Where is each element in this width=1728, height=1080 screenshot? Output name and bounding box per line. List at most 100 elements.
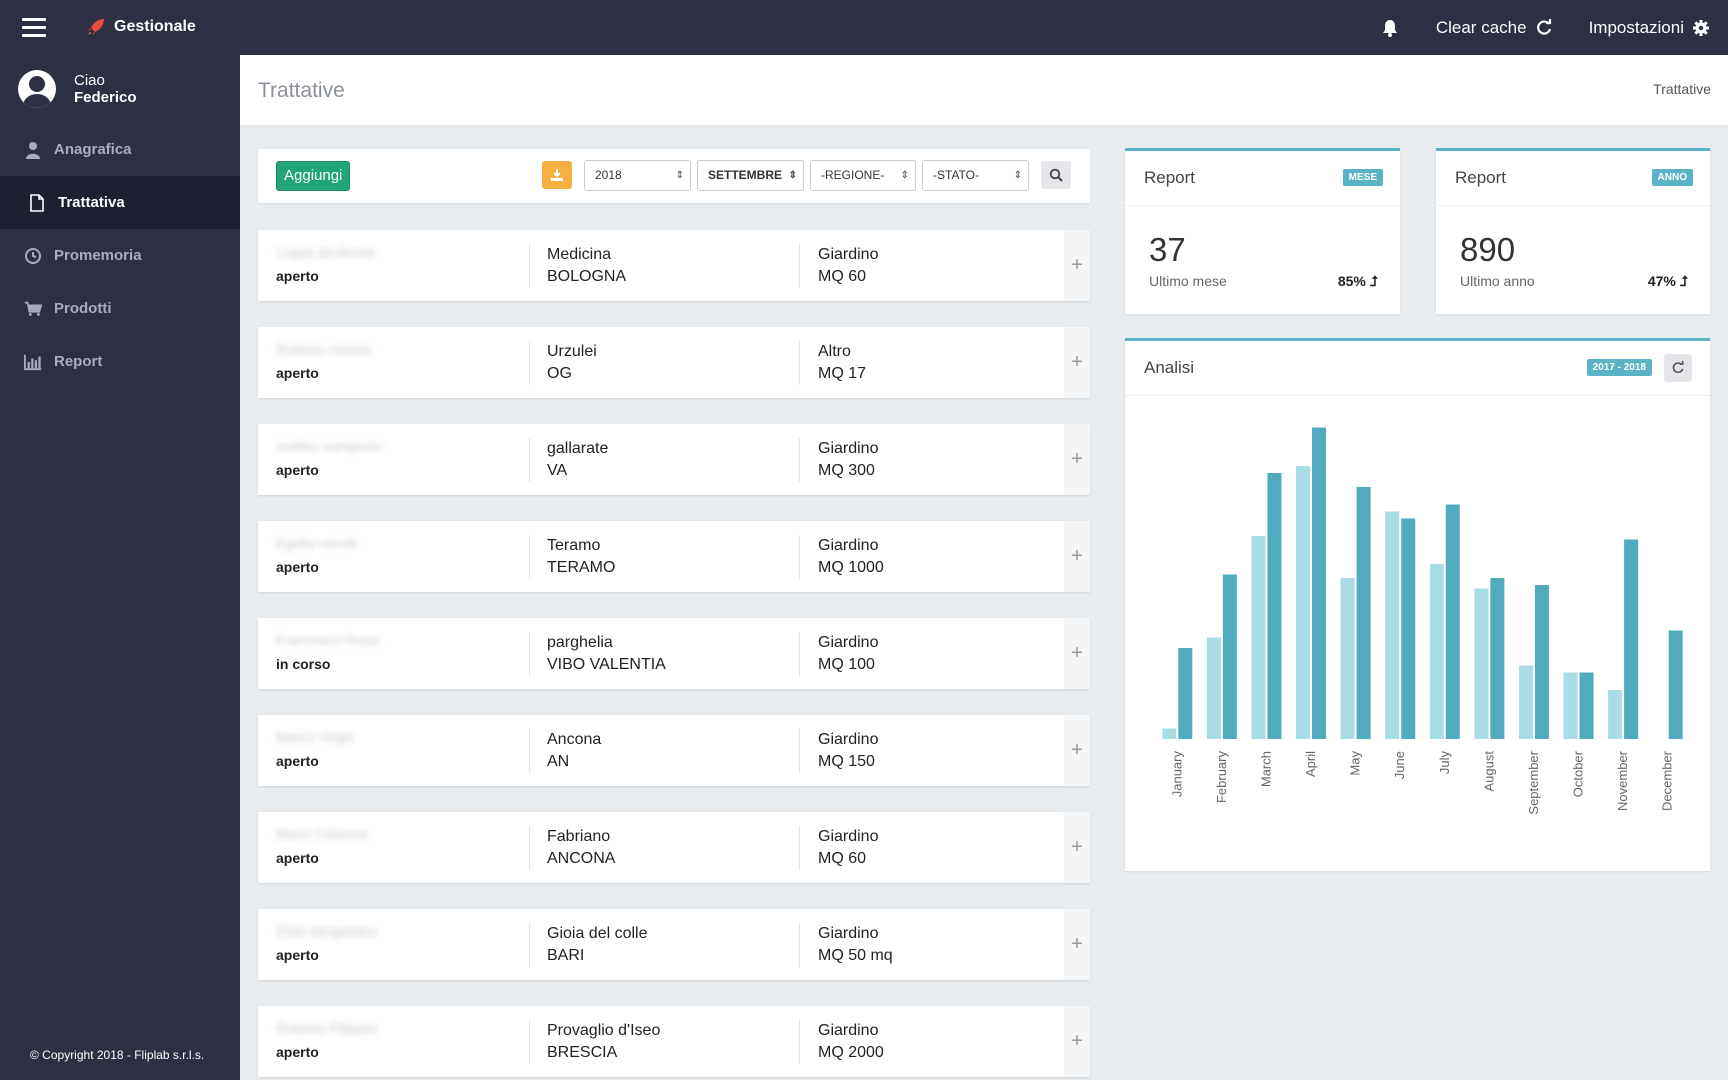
bar-july-series-2 (1445, 504, 1460, 739)
city: Provaglio d'Iseo (547, 1022, 661, 1039)
expand-plus-icon[interactable]: + (1064, 424, 1090, 495)
trend-up-icon: ⮥ (1679, 273, 1688, 289)
province: BARI (547, 947, 585, 964)
deal-row[interactable]: Mario Colonna aperto Fabriano ANCONA Giardin… (258, 812, 1090, 883)
product-type: Altro (818, 343, 851, 360)
add-button[interactable]: Aggiungi (276, 161, 351, 191)
bar-september-series-2 (1534, 585, 1549, 739)
period-badge: 2017 - 2018 (1586, 359, 1652, 376)
deal-state: aperto (276, 753, 319, 769)
x-tick-label: February (1214, 751, 1229, 804)
sidebar-item-label: Anagrafica (54, 141, 132, 158)
settings-button[interactable]: Impostazioni (1589, 18, 1710, 38)
x-tick-label: December (1660, 750, 1675, 811)
deal-row[interactable]: Francesco Rossi in corso parghelia VIBO VAL… (258, 618, 1090, 689)
city: Teramo (547, 537, 601, 554)
bell-icon[interactable] (1380, 18, 1400, 38)
expand-plus-icon[interactable]: + (1064, 909, 1090, 980)
clear-cache-button[interactable]: Clear cache (1436, 18, 1553, 38)
top-bar: Gestionale Clear cache Impostazioni (0, 0, 1728, 55)
product-size: MQ 60 (818, 268, 867, 285)
divider (799, 923, 800, 967)
divider (529, 923, 530, 967)
province: AN (547, 753, 570, 770)
client-name: Mario Colonna (276, 826, 368, 842)
divider (529, 341, 530, 385)
city: Fabriano (547, 828, 611, 845)
bar-december-series-2 (1668, 630, 1683, 739)
deal-state: aperto (276, 947, 319, 963)
deal-row[interactable]: Roberto murino aperto Urzulei OG Altro MQ 17 + (258, 327, 1090, 398)
expand-plus-icon[interactable]: + (1064, 521, 1090, 592)
breadcrumb[interactable]: Trattative (1653, 81, 1711, 97)
client-name: Marco Virgili (276, 729, 353, 745)
sidebar-item-trattativa[interactable]: Trattativa (0, 176, 240, 229)
analysis-bar-chart: January February March April May June July Augu… (1162, 427, 1683, 815)
client-name: Egidio vercilli (276, 535, 358, 551)
province: VA (547, 462, 568, 479)
x-tick-label: January (1169, 751, 1184, 798)
bar-may-series-2 (1356, 487, 1371, 739)
month-select[interactable]: SETTEMBRE (697, 160, 804, 191)
cart-icon (24, 300, 42, 318)
card-title: Report (1455, 168, 1507, 187)
brand[interactable]: Gestionale (86, 17, 196, 37)
expand-plus-icon[interactable]: + (1064, 618, 1090, 689)
sidebar-item-label: Trattativa (58, 194, 125, 211)
sidebar-item-prodotti[interactable]: Prodotti (0, 282, 240, 335)
report-label: Ultimo anno (1460, 273, 1535, 289)
expand-plus-icon[interactable]: + (1064, 230, 1090, 301)
region-select[interactable]: -REGIONE- (810, 160, 916, 191)
search-button[interactable] (1041, 161, 1071, 189)
menu-icon[interactable] (22, 18, 46, 38)
bar-february-series-1 (1206, 637, 1221, 739)
deal-row[interactable]: matteo samperisi aperto gallarate VA Giardin… (258, 424, 1090, 495)
state-select[interactable]: -STATO- (922, 160, 1029, 191)
copyright: © Copyright 2018 - Fliplab s.r.l.s. (30, 1048, 205, 1062)
deal-state: in corso (276, 656, 331, 672)
gear-icon (1693, 19, 1709, 36)
bar-october-series-1 (1563, 672, 1578, 739)
sidebar-item-promemoria[interactable]: Promemoria (0, 229, 240, 282)
city: Gioia del colle (547, 925, 648, 942)
deal-row[interactable]: Egidio vercilli aperto Teramo TERAMO Giardin… (258, 521, 1090, 592)
expand-plus-icon[interactable]: + (1064, 327, 1090, 398)
deal-row[interactable]: Roberto Filippini aperto Provaglio d'Iseo B… (258, 1006, 1090, 1077)
x-tick-label: October (1571, 750, 1586, 797)
deal-row[interactable]: Marco Virgili aperto Ancona AN Giardino MQ 15… (258, 715, 1090, 786)
report-percent: 85% ⮥ (1337, 273, 1378, 289)
year-select[interactable]: 2018 (584, 160, 691, 191)
download-icon (551, 169, 563, 181)
product-type: Giardino (818, 731, 879, 748)
city: gallarate (547, 440, 609, 457)
x-tick-label: March (1258, 751, 1273, 787)
sidebar-item-anagrafica[interactable]: Anagrafica (0, 123, 240, 176)
product-type: Giardino (818, 1022, 879, 1039)
divider (529, 438, 530, 482)
deal-row[interactable]: Luigia deufemia aperto Medicina BOLOGNA Giar… (258, 230, 1090, 301)
product-type: Giardino (818, 440, 879, 457)
report-value: 37 (1149, 231, 1186, 268)
deal-row[interactable]: Elvio bergadano aperto Gioia del colle BARI… (258, 909, 1090, 980)
product-size: MQ 50 mq (818, 947, 893, 964)
sidebar-item-label: Report (54, 353, 103, 370)
client-name: Roberto Filippini (276, 1020, 378, 1036)
expand-plus-icon[interactable]: + (1064, 812, 1090, 883)
document-icon (28, 193, 46, 212)
province: ANCONA (547, 850, 616, 867)
sidebar-item-report[interactable]: Report (0, 335, 240, 388)
expand-plus-icon[interactable]: + (1064, 1006, 1090, 1077)
search-icon (1049, 168, 1063, 182)
province: TERAMO (547, 559, 616, 576)
product-size: MQ 150 (818, 753, 875, 770)
city: Urzulei (547, 343, 597, 360)
refresh-chart-button[interactable] (1664, 354, 1692, 382)
city: parghelia (547, 634, 613, 651)
bar-april-series-2 (1312, 427, 1327, 739)
bar-march-series-1 (1251, 536, 1266, 739)
expand-plus-icon[interactable]: + (1064, 715, 1090, 786)
user-icon (24, 141, 42, 159)
x-tick-label: April (1303, 751, 1318, 777)
download-button[interactable] (542, 161, 572, 189)
divider (799, 826, 800, 870)
